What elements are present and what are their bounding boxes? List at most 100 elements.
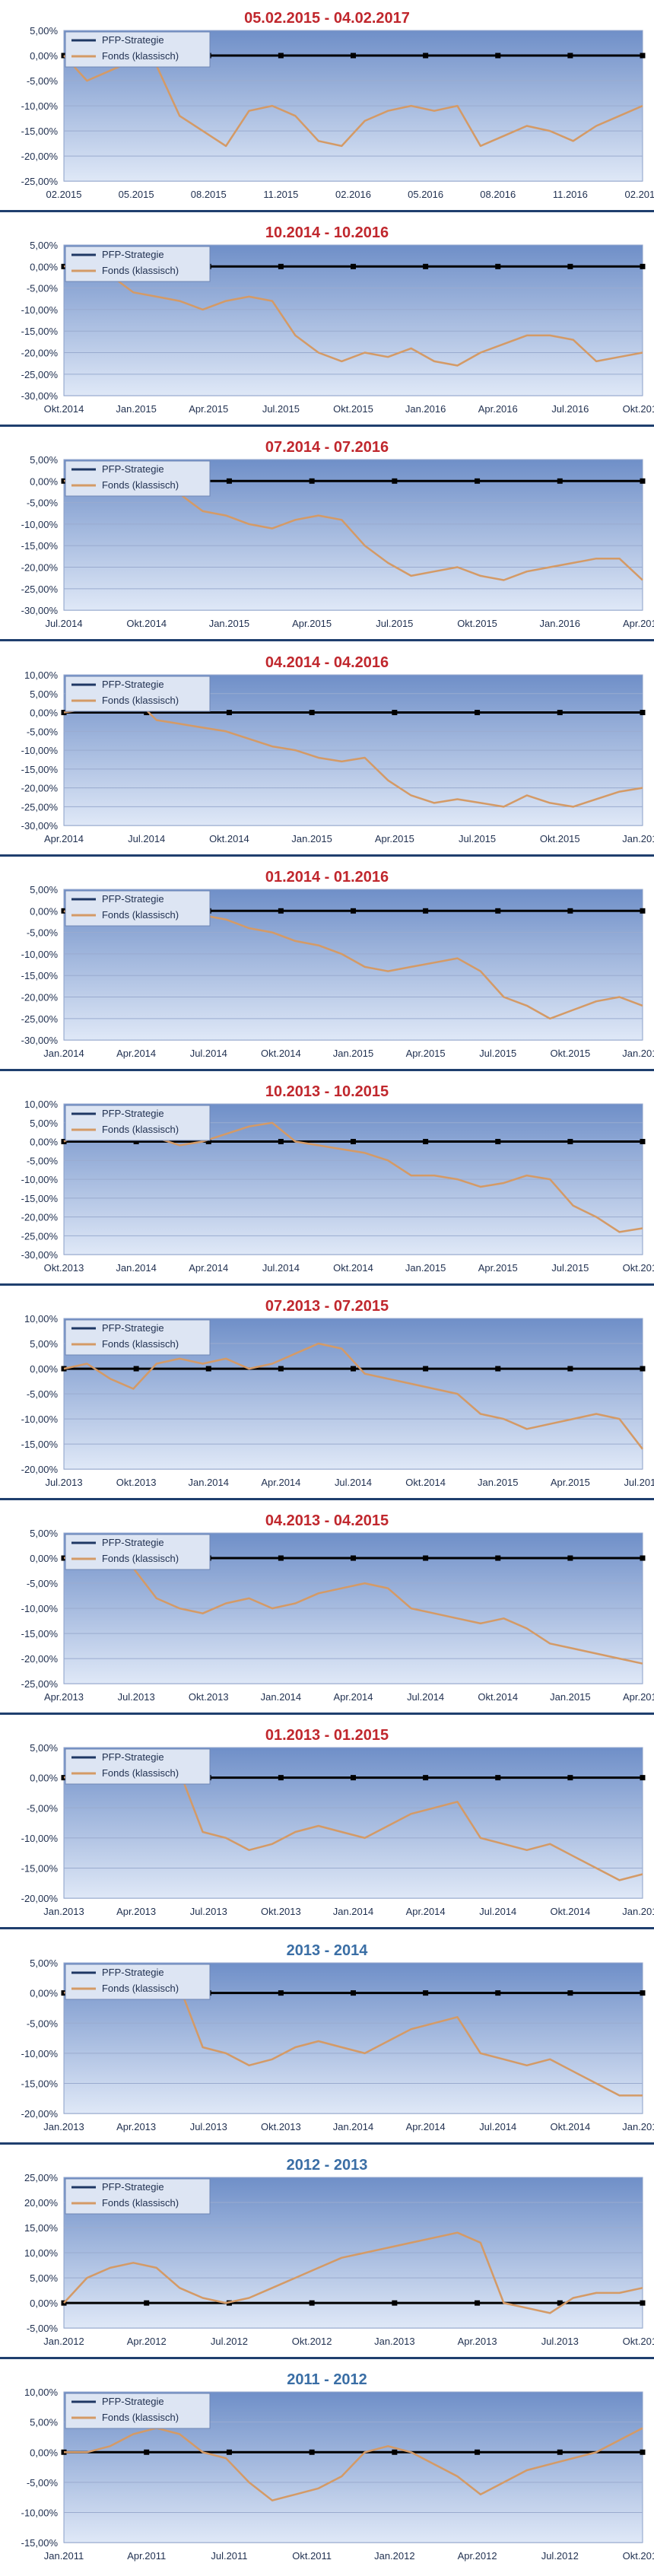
- x-tick-label: Jul.2014: [190, 1048, 227, 1059]
- data-point: [640, 1989, 646, 1996]
- x-tick-label: Apr.2013: [116, 2121, 156, 2132]
- legend-label: Fonds (klassisch): [102, 1338, 179, 1350]
- legend-label: Fonds (klassisch): [102, 2197, 179, 2209]
- x-tick-label: Jul.2013: [190, 1906, 227, 1917]
- data-point: [640, 263, 646, 269]
- y-tick-label: 0,00%: [30, 1773, 58, 1784]
- chart-svg: 04.2014 - 04.2016 10,00% 5,00% 0,00% -5,00% -…: [21, 654, 654, 844]
- data-point: [133, 1366, 139, 1372]
- legend-label: PFP-Strategie: [102, 463, 164, 475]
- y-tick-label: -10,00%: [21, 100, 59, 112]
- x-tick-label: Jul.2013: [541, 2336, 579, 2347]
- y-tick-label: 20,00%: [24, 2197, 58, 2209]
- x-tick-label: Okt.2014: [44, 403, 84, 415]
- x-tick-label: Jan.2014: [189, 1477, 229, 1488]
- data-point: [640, 1555, 646, 1561]
- legend-label: Fonds (klassisch): [102, 479, 179, 491]
- y-tick-label: -20,00%: [21, 991, 59, 1003]
- chart-panel: 04.2014 - 04.2016 10,00% 5,00% 0,00% -5,00% -…: [0, 644, 654, 859]
- x-tick-label: Jul.2015: [551, 1262, 589, 1274]
- data-point: [309, 2300, 315, 2306]
- x-tick-label: Okt.2013: [44, 1262, 84, 1274]
- x-tick-label: 05.2015: [119, 189, 154, 200]
- x-tick-label: Apr.2015: [292, 618, 332, 629]
- panel-separator: [0, 1068, 654, 1071]
- data-point: [567, 263, 573, 269]
- y-tick-label: -30,00%: [21, 390, 59, 402]
- x-tick-label: Jul.2014: [335, 1477, 372, 1488]
- x-tick-label: Jul.2012: [541, 2550, 579, 2562]
- x-tick-label: Okt.2014: [551, 2121, 591, 2132]
- y-tick-label: -25,00%: [21, 801, 59, 813]
- data-point: [61, 1989, 67, 1996]
- legend: [65, 460, 211, 497]
- y-tick-label: 0,00%: [30, 707, 58, 718]
- x-tick-label: Apr.2012: [458, 2550, 497, 2562]
- data-point: [309, 709, 315, 715]
- x-tick-label: Okt.2014: [333, 1262, 373, 1274]
- x-tick-label: Okt.2014: [261, 1048, 301, 1059]
- y-tick-label: -10,00%: [21, 949, 59, 960]
- data-point: [423, 1555, 429, 1561]
- data-point: [423, 263, 429, 269]
- data-point: [350, 1775, 356, 1781]
- chart-title: 2011 - 2012: [287, 2371, 367, 2388]
- chart-svg: 01.2013 - 01.2015 5,00% 0,00% -5,00% -10,00%…: [21, 1727, 654, 1917]
- series-line-fund: [63, 261, 643, 367]
- y-tick-label: 0,00%: [30, 1987, 58, 1999]
- y-tick-label: -15,00%: [21, 1628, 59, 1639]
- chart-title: 04.2014 - 04.2016: [265, 654, 389, 670]
- data-point: [309, 479, 315, 485]
- y-tick-label: 10,00%: [24, 2387, 58, 2398]
- y-tick-label: -20,00%: [21, 1211, 59, 1223]
- data-point: [640, 2300, 646, 2306]
- y-tick-label: 10,00%: [24, 1099, 58, 1110]
- legend-label: Fonds (klassisch): [102, 1124, 179, 1135]
- x-tick-label: Jul.2015: [262, 403, 300, 415]
- y-tick-label: 0,00%: [30, 1553, 58, 1564]
- y-tick-label: 5,00%: [30, 2272, 58, 2284]
- data-point: [61, 2449, 67, 2455]
- data-point: [278, 263, 284, 269]
- chart-title: 01.2013 - 01.2015: [265, 1727, 389, 1744]
- y-tick-label: 0,00%: [30, 476, 58, 488]
- y-tick-label: -15,00%: [21, 126, 59, 137]
- x-tick-label: Jan.2015: [478, 1477, 518, 1488]
- x-tick-label: Jul.2015: [376, 618, 413, 629]
- chart-title: 04.2013 - 04.2015: [265, 1512, 389, 1529]
- y-tick-label: 5,00%: [30, 2416, 58, 2428]
- legend-label: Fonds (klassisch): [102, 2412, 179, 2423]
- data-point: [567, 1989, 573, 1996]
- x-tick-label: Apr.2014: [44, 833, 84, 844]
- x-tick-label: Apr.2012: [127, 2336, 167, 2347]
- x-tick-label: 11.2015: [263, 189, 298, 200]
- legend-label: Fonds (klassisch): [102, 1553, 179, 1564]
- data-point: [350, 52, 356, 59]
- x-tick-label: Apr.2015: [375, 833, 414, 844]
- x-tick-label: Jul.2014: [479, 1906, 516, 1917]
- x-tick-label: Apr.2015: [623, 1691, 654, 1703]
- y-tick-label: -15,00%: [21, 970, 59, 981]
- y-tick-label: 10,00%: [24, 2247, 58, 2259]
- data-point: [495, 1555, 501, 1561]
- data-point: [557, 479, 563, 485]
- x-tick-label: Jan.2014: [116, 1262, 156, 1274]
- chart-svg: 10.2013 - 10.2015 10,00% 5,00% 0,00% -5,00% -…: [21, 1083, 654, 1274]
- data-point: [567, 1366, 573, 1372]
- x-tick-label: Okt.2015: [457, 618, 497, 629]
- data-point: [392, 709, 398, 715]
- x-tick-label: Apr.2015: [406, 1048, 446, 1059]
- x-tick-label: Okt.2013: [623, 2336, 654, 2347]
- y-tick-label: -5,00%: [27, 2477, 59, 2489]
- data-point: [144, 2300, 150, 2306]
- data-point: [144, 709, 150, 715]
- data-point: [557, 709, 563, 715]
- y-tick-label: -20,00%: [21, 151, 59, 162]
- x-tick-label: Okt.2014: [478, 1691, 518, 1703]
- panel-separator: [0, 210, 654, 213]
- data-point: [423, 1366, 429, 1372]
- data-point: [475, 2449, 481, 2455]
- y-tick-label: 5,00%: [30, 240, 58, 251]
- y-tick-label: -15,00%: [21, 2078, 59, 2089]
- chart-title: 2012 - 2013: [287, 2157, 368, 2174]
